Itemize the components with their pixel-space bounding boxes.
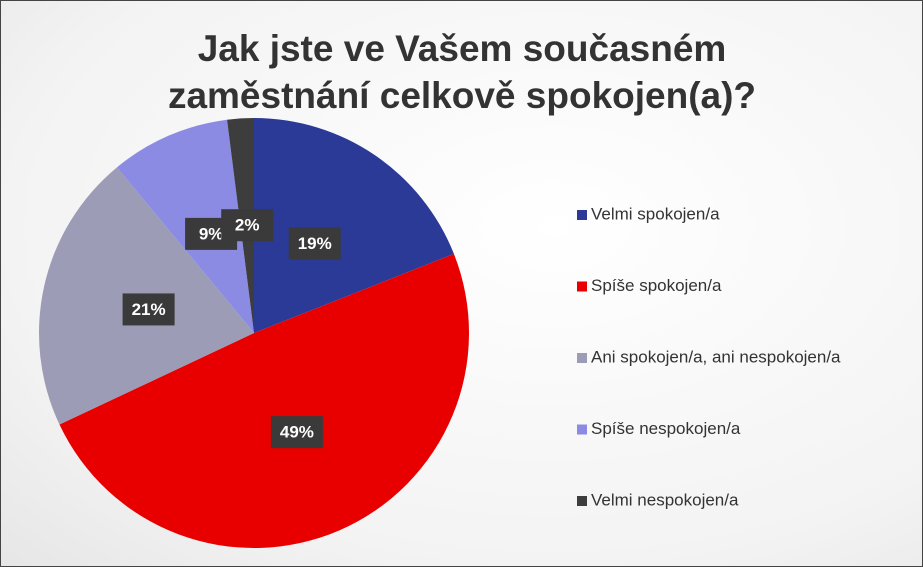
legend-swatch xyxy=(577,424,587,435)
legend-swatch xyxy=(577,281,587,292)
pie-slice xyxy=(59,253,469,548)
value-label: 9% xyxy=(199,224,224,243)
legend-label: Velmi nespokojen/a xyxy=(591,490,739,509)
value-label-box xyxy=(122,293,175,326)
legend-swatch xyxy=(577,496,587,506)
value-label-box xyxy=(288,227,341,260)
legend-label: Spíše spokojen/a xyxy=(591,276,722,295)
value-label-box xyxy=(221,209,274,242)
value-label: 21% xyxy=(132,300,166,319)
value-label: 19% xyxy=(298,234,332,253)
value-label-box xyxy=(270,416,323,449)
value-label: 49% xyxy=(280,423,314,442)
legend-label: Ani spokojen/a, ani nespokojen/a xyxy=(591,347,841,366)
pie-slice xyxy=(254,118,454,333)
chart-title: Jak jste ve Vašem současném zaměstnání c… xyxy=(167,28,757,116)
value-label: 2% xyxy=(235,216,260,235)
legend-label: Spíše nespokojen/a xyxy=(591,419,741,438)
legend-label: Velmi spokojen/a xyxy=(591,204,720,223)
legend-swatch xyxy=(577,210,587,220)
legend-swatch xyxy=(577,353,587,363)
